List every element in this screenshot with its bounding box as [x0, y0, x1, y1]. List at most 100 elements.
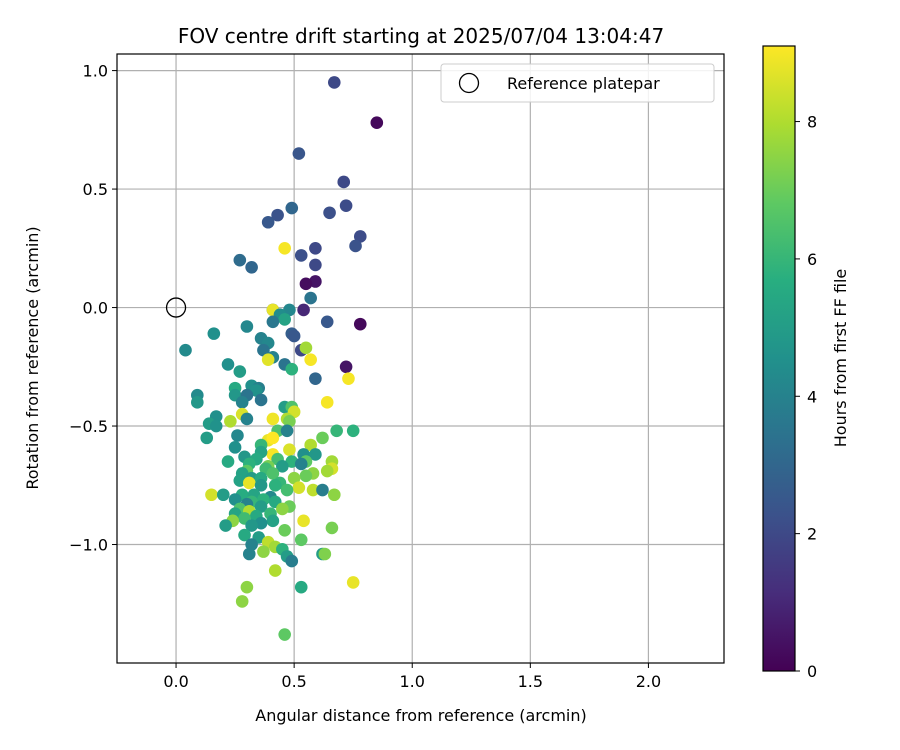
data-point	[283, 414, 296, 428]
data-point	[292, 481, 306, 494]
data-point	[294, 249, 308, 262]
data-point	[233, 365, 247, 378]
data-point	[285, 455, 299, 468]
reference-platepar-marker	[165, 297, 187, 318]
data-point	[221, 455, 235, 468]
data-point	[278, 242, 291, 255]
data-point	[323, 206, 336, 220]
data-point	[309, 448, 322, 461]
data-point	[276, 460, 289, 473]
data-point	[299, 341, 313, 355]
y-axis-ticks: 1.0 0.5 0.0 −0.5 −1.0	[69, 62, 117, 555]
data-point	[266, 514, 280, 528]
data-point	[349, 239, 362, 253]
data-point	[216, 488, 230, 502]
data-point	[330, 424, 343, 438]
data-point	[337, 175, 351, 189]
data-point	[278, 628, 291, 641]
data-point	[240, 412, 254, 426]
y-tick-label: 0.0	[83, 299, 108, 318]
data-point	[235, 595, 249, 608]
data-point	[228, 493, 242, 506]
data-point	[309, 242, 322, 255]
data-point	[207, 327, 221, 340]
data-point	[299, 469, 313, 483]
data-point	[320, 315, 334, 329]
data-point	[283, 443, 296, 457]
colorbar-gradient	[763, 46, 795, 671]
data-point	[285, 362, 299, 376]
data-point	[245, 260, 258, 274]
data-point	[294, 580, 308, 594]
data-point	[245, 538, 258, 551]
data-point	[257, 343, 270, 357]
x-tick-label: 1.5	[518, 672, 543, 691]
y-tick-label: −0.5	[69, 417, 108, 436]
data-point	[205, 488, 218, 502]
data-point	[219, 519, 232, 532]
data-point	[304, 438, 317, 452]
data-point	[320, 396, 334, 409]
data-point	[271, 208, 284, 222]
data-point	[346, 424, 360, 438]
x-tick-label: 1.0	[400, 672, 425, 691]
y-tick-label: −1.0	[69, 536, 108, 555]
x-axis-title: Angular distance from reference (arcmin)	[255, 706, 586, 725]
data-point	[280, 424, 294, 438]
data-point	[268, 478, 282, 492]
colorbar-tick-label: 2	[807, 525, 817, 544]
data-point	[297, 514, 310, 528]
data-point	[370, 116, 384, 130]
data-point	[224, 414, 237, 428]
data-point	[250, 384, 263, 397]
x-tick-label: 2.0	[636, 672, 661, 691]
data-point	[191, 396, 204, 409]
data-point	[268, 564, 282, 577]
data-point	[316, 431, 329, 445]
colorbar-frame	[762, 45, 796, 672]
data-point	[280, 483, 294, 497]
data-point	[304, 291, 317, 305]
data-point	[266, 412, 280, 426]
data-point	[309, 372, 322, 385]
data-point	[276, 502, 289, 516]
data-point	[242, 476, 256, 490]
data-point	[266, 315, 280, 329]
data-point	[278, 313, 291, 326]
data-point	[254, 478, 268, 492]
data-point	[294, 533, 308, 547]
data-point	[254, 516, 268, 530]
colorbar-tick-label: 6	[807, 250, 817, 269]
legend-reference-marker	[458, 72, 480, 94]
data-point	[299, 277, 313, 291]
x-axis-ticks: 0.0 0.5 1.0 1.5 2.0	[163, 663, 661, 691]
x-tick-label: 0.0	[163, 672, 188, 691]
data-point	[278, 523, 291, 537]
data-point	[228, 441, 242, 454]
colorbar-tick-label: 0	[807, 662, 817, 681]
data-point	[309, 275, 322, 288]
legend: Reference platepar	[440, 63, 715, 103]
data-point	[209, 419, 223, 433]
y-axis-title: Rotation from reference (arcmin)	[23, 226, 42, 489]
data-point	[242, 547, 256, 561]
plot-frame	[116, 53, 725, 664]
data-point	[294, 457, 308, 471]
data-point	[261, 215, 275, 229]
data-point	[297, 303, 310, 317]
legend-box	[440, 63, 715, 103]
data-point	[257, 545, 270, 558]
data-point	[240, 320, 254, 333]
data-point	[238, 528, 251, 542]
data-point	[327, 488, 341, 502]
data-point	[353, 317, 367, 331]
data-point	[240, 580, 254, 594]
y-tick-label: 0.5	[83, 180, 108, 199]
data-point	[316, 483, 329, 497]
data-point	[287, 329, 301, 343]
data-point	[261, 353, 275, 366]
data-point	[342, 372, 355, 385]
data-point	[254, 500, 268, 513]
reference-layer	[165, 297, 187, 318]
